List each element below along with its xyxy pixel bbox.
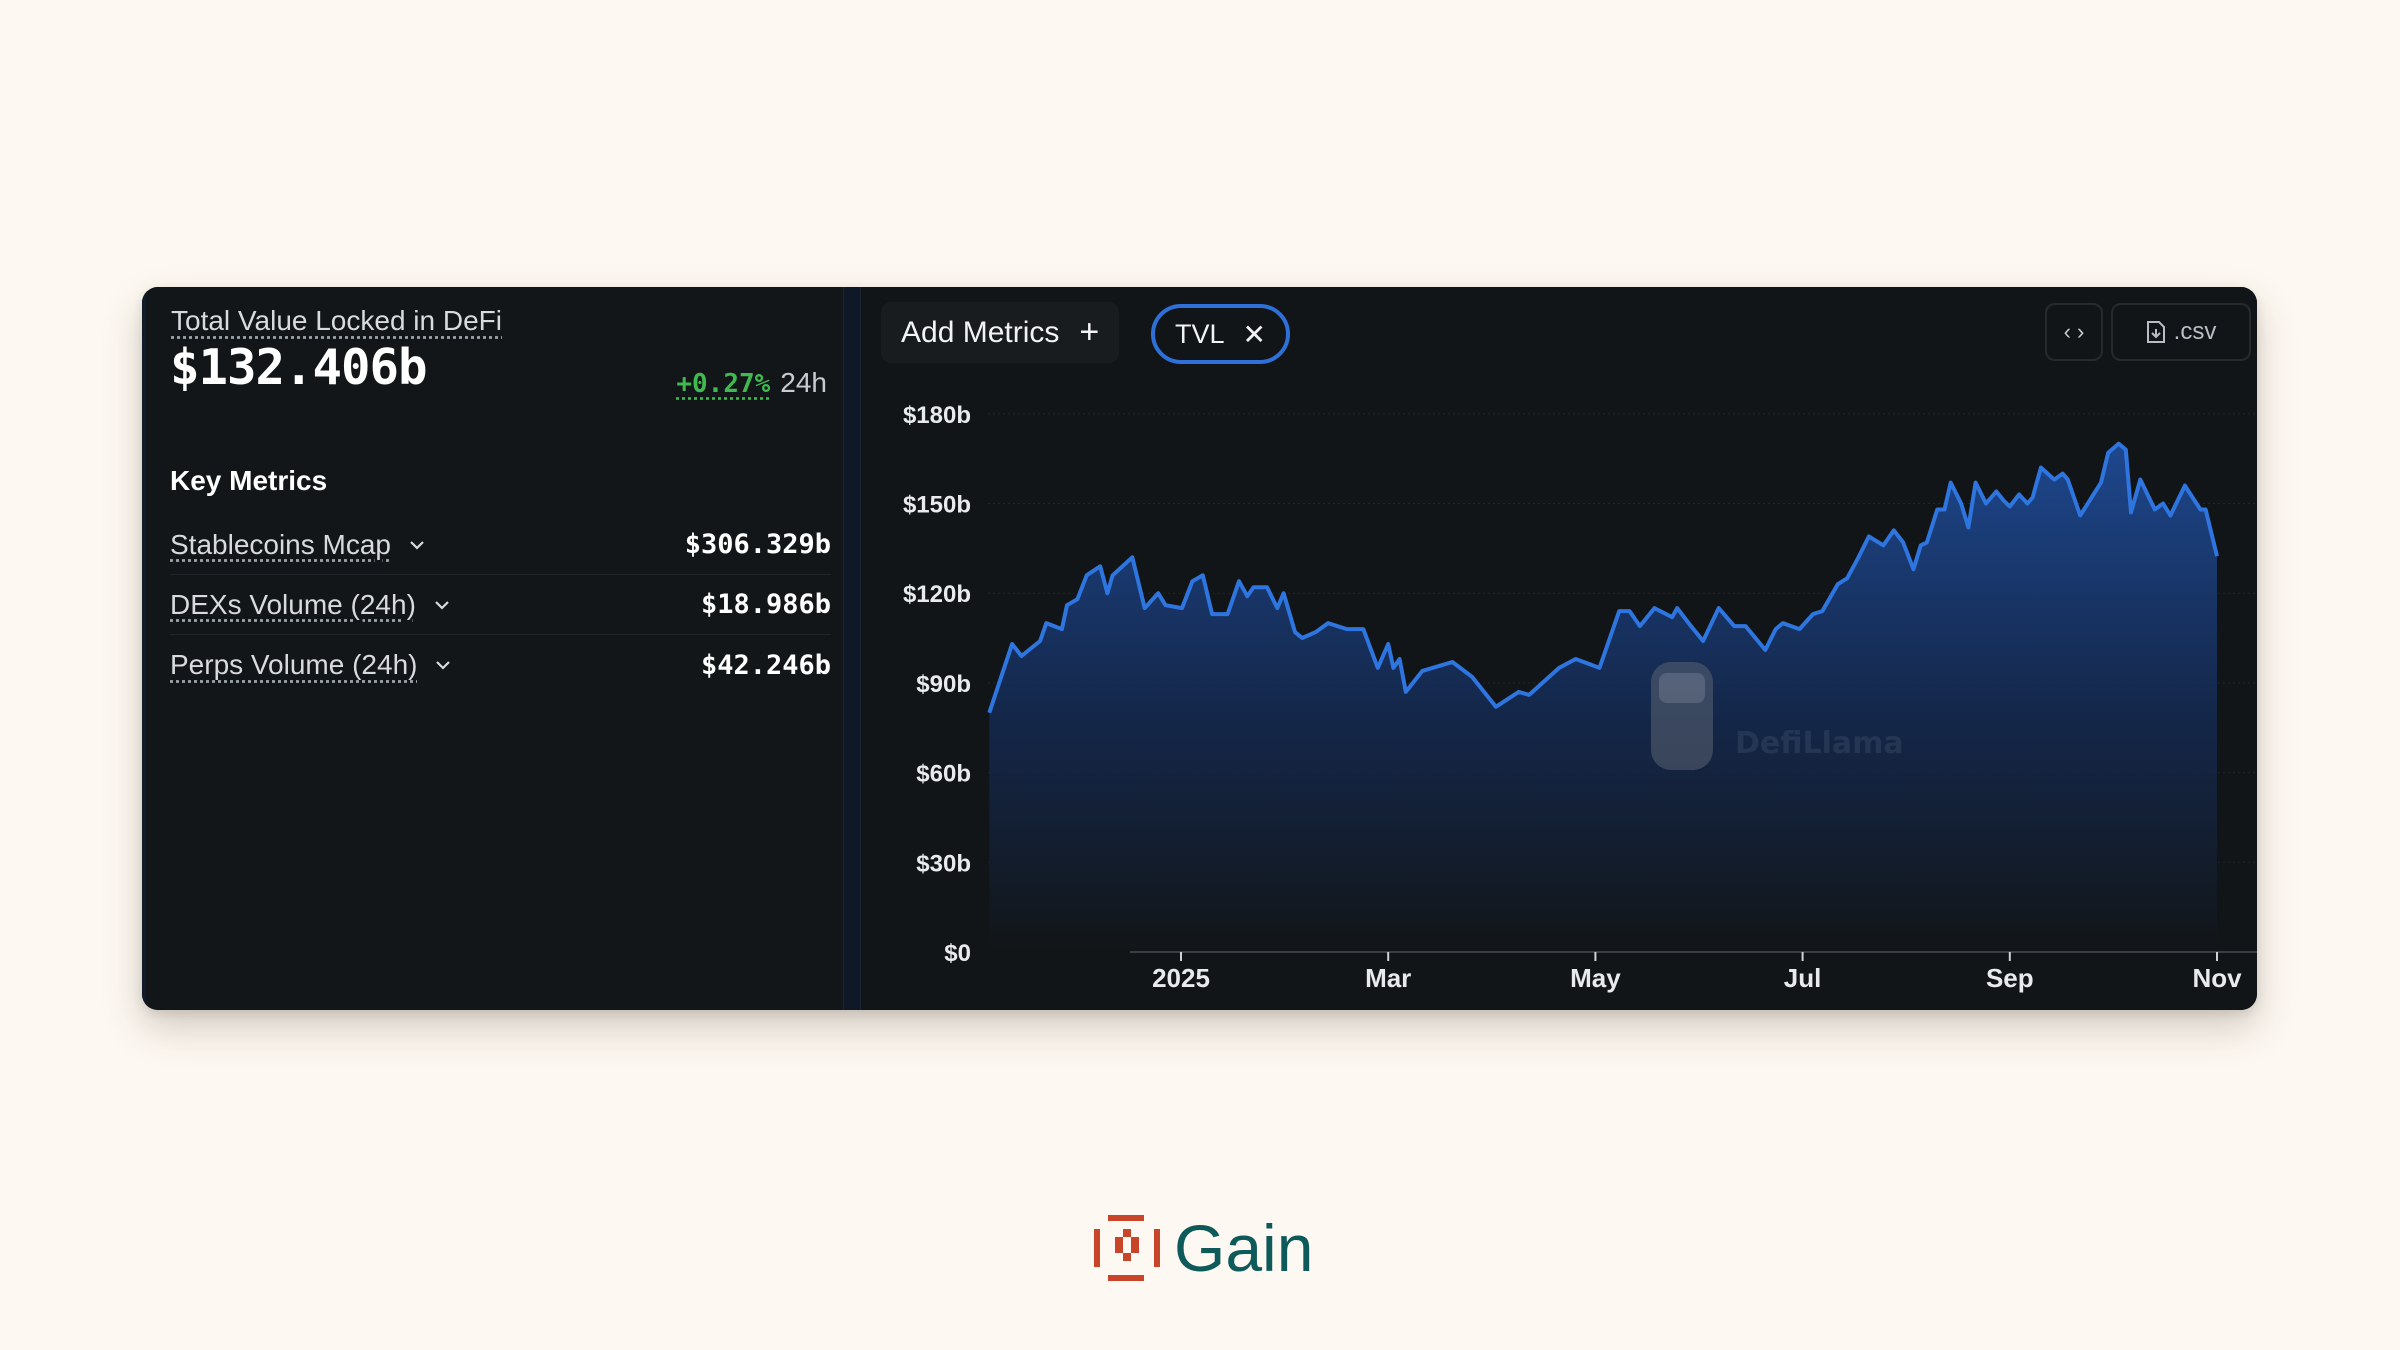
- add-metrics-button[interactable]: Add Metrics +: [881, 302, 1120, 363]
- metric-label-text: Perps Volume (24h): [170, 649, 418, 680]
- x-tick-label: Sep: [1986, 963, 2034, 993]
- tvl-metric-chip[interactable]: TVL ✕: [1151, 304, 1290, 364]
- code-icon: ‹ ›: [2063, 319, 2085, 344]
- y-tick-label: $60b: [916, 761, 971, 788]
- x-tick-label: 2025: [1152, 963, 1210, 993]
- file-download-icon: [2146, 321, 2165, 343]
- x-tick-label: Nov: [2192, 963, 2242, 993]
- add-metrics-label: Add Metrics: [901, 315, 1060, 349]
- chevron-down-icon[interactable]: [407, 535, 427, 555]
- y-tick-label: $30b: [916, 850, 971, 877]
- chevron-down-icon[interactable]: [432, 595, 452, 615]
- metric-label[interactable]: DEXs Volume (24h): [170, 589, 452, 621]
- metric-label-text: Stablecoins Mcap: [170, 528, 392, 560]
- x-tick-label: May: [1570, 963, 1621, 993]
- plus-icon: +: [1079, 313, 1100, 351]
- y-tick-label: $120b: [903, 581, 971, 608]
- chevron-down-icon[interactable]: [433, 655, 453, 675]
- tvl-area: [989, 443, 2217, 952]
- metric-row-dexs-volume[interactable]: DEXs Volume (24h) $18.986b: [170, 575, 831, 635]
- panel-divider: [843, 287, 861, 1010]
- x-axis-labels: 2025 Mar May Jul Sep Nov: [1152, 952, 2242, 993]
- y-tick-label: $90b: [916, 671, 971, 698]
- y-axis-labels: $0 $30b $60b $90b $120b $150b $180b: [903, 402, 971, 967]
- tvl-change: +0.27% 24h: [676, 367, 827, 399]
- summary-panel: Total Value Locked in DeFi $132.406b +0.…: [142, 287, 843, 1010]
- chip-label: TVL: [1175, 318, 1225, 349]
- defillama-watermark: DefiLlama: [1651, 662, 1904, 770]
- chart-panel: $0 $30b $60b $90b $120b $150b $180b DefiLlama …: [861, 287, 2257, 1010]
- watermark-text: DefiLlama: [1735, 726, 1904, 761]
- close-icon[interactable]: ✕: [1242, 318, 1266, 350]
- key-metrics-title: Key Metrics: [170, 465, 328, 496]
- download-csv-button[interactable]: .csv: [2111, 303, 2251, 361]
- metric-label[interactable]: Stablecoins Mcap: [170, 529, 427, 561]
- tvl-card: Total Value Locked in DeFi $132.406b +0.…: [142, 287, 2257, 1010]
- gain-logo-text: Gain: [1174, 1211, 1314, 1285]
- y-tick-label: $150b: [903, 492, 971, 519]
- tvl-title[interactable]: Total Value Locked in DeFi: [171, 305, 502, 336]
- change-percent[interactable]: +0.27%: [676, 369, 771, 399]
- metric-value: $42.246b: [700, 649, 831, 681]
- key-metrics-list: Stablecoins Mcap $306.329b DEXs Volume (…: [170, 515, 831, 695]
- tvl-line: [987, 441, 2219, 714]
- metric-label-text: DEXs Volume (24h): [170, 588, 416, 620]
- tvl-value: $132.406b: [170, 339, 428, 396]
- x-tick-label: Jul: [1784, 963, 1822, 993]
- metric-value: $18.986b: [700, 589, 831, 620]
- gain-logo-icon: [1094, 1215, 1160, 1281]
- x-tick-label: Mar: [1365, 963, 1411, 993]
- y-tick-label: $0: [944, 940, 971, 967]
- metric-row-stablecoins[interactable]: Stablecoins Mcap $306.329b: [170, 515, 831, 575]
- gain-logo: Gain: [1094, 1210, 1313, 1286]
- y-tick-label: $180b: [903, 402, 971, 429]
- metric-row-perps-volume[interactable]: Perps Volume (24h) $42.246b: [170, 635, 831, 695]
- metric-value: $306.329b: [684, 529, 831, 560]
- metric-label[interactable]: Perps Volume (24h): [170, 649, 453, 681]
- csv-label: .csv: [2173, 318, 2217, 345]
- embed-code-button[interactable]: ‹ ›: [2045, 303, 2103, 361]
- tvl-chart[interactable]: $0$30b$60b$90b$120b$150b$180b DefiLlama …: [861, 287, 2257, 1010]
- change-period: 24h: [780, 367, 827, 398]
